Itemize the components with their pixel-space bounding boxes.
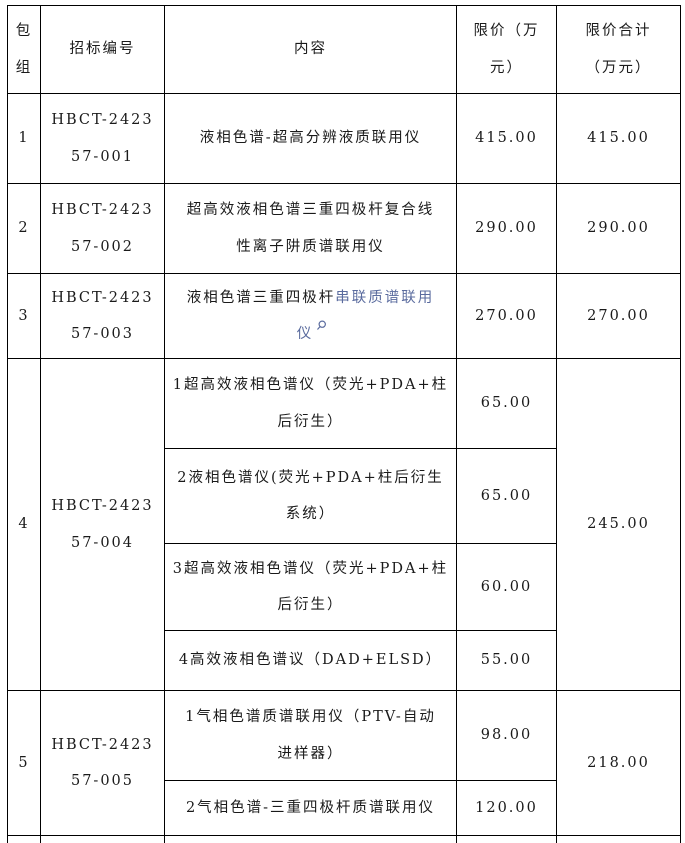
cell-content: 4高效液相色谱议（DAD+ELSD） <box>164 630 457 691</box>
cell-price-total: 245.00 <box>556 358 681 691</box>
header-price-total: 限价合计 （万元） <box>556 5 681 94</box>
cell-package-group: 1 <box>7 93 41 184</box>
cell-tender-number: HBCT-2423 57-003 <box>40 273 165 359</box>
cell-price-limit: 415.00 <box>456 93 557 184</box>
cell-content: 1气相色谱质谱联用仪（PTV-自动 进样器） <box>164 690 457 781</box>
table-row: 4高效液相色谱议（DAD+ELSD） 55.00 <box>8 630 681 691</box>
cell-price-total <box>556 835 681 843</box>
header-content: 内容 <box>164 5 457 94</box>
cell-content: 2液相色谱仪(荧光+PDA+柱后衍生 系统） <box>164 448 457 544</box>
table-row: 2 HBCT-2423 57-002 超高效液相色谱三重四极杆复合线 性离子阱质… <box>7 183 681 274</box>
cell-tender-number: HBCT-2423 57-002 <box>40 183 165 274</box>
header-package-group: 包 组 <box>7 5 41 94</box>
cell-price-limit: 60.00 <box>456 543 557 631</box>
cell-content <box>164 835 457 843</box>
cell-price-total: 270.00 <box>556 273 681 359</box>
cell-price-total: 415.00 <box>556 93 681 184</box>
cell-tender-number: HBCT-2423 57-004 <box>40 358 165 691</box>
cell-price-limit <box>456 835 557 843</box>
table-header-row: 包 组 招标编号 内容 限价（万 元） 限价合计 （万元） <box>7 5 681 94</box>
table-row: 3超高效液相色谱仪（荧光+PDA+柱 后衍生） 60.00 <box>8 543 681 631</box>
cell-price-total: 218.00 <box>556 690 681 836</box>
cell-tender-number <box>40 835 165 843</box>
cell-package-group: 3 <box>7 273 41 359</box>
cell-price-total: 290.00 <box>556 183 681 274</box>
content-text: 液相色谱三重四极杆 <box>186 289 336 306</box>
table-row: 2液相色谱仪(荧光+PDA+柱后衍生 系统） 65.00 <box>8 448 681 544</box>
cell-price-limit: 290.00 <box>456 183 557 274</box>
cell-package-group: 5 <box>7 690 41 836</box>
table-row: 2气相色谱-三重四极杆质谱联用仪 120.00 <box>8 780 681 836</box>
table-row: 5 HBCT-2423 57-005 1气相色谱质谱联用仪（PTV-自动 进样器… <box>7 690 681 836</box>
cell-price-limit: 98.00 <box>456 690 557 781</box>
table-row: 3 HBCT-2423 57-003 液相色谱三重四极杆串联质谱联用 仪 270… <box>7 273 681 359</box>
table-row: 1 HBCT-2423 57-001 液相色谱-超高分辨液质联用仪 415.00… <box>7 93 681 184</box>
tender-table: 包 组 招标编号 内容 限价（万 元） 限价合计 （万元） 1 HBCT-242… <box>7 5 681 843</box>
cell-content: 1超高效液相色谱仪（荧光+PDA+柱 后衍生） <box>164 358 457 449</box>
cell-content: 2气相色谱-三重四极杆质谱联用仪 <box>164 780 457 836</box>
table-row: 4 HBCT-2423 57-004 1超高效液相色谱仪（荧光+PDA+柱 后衍… <box>7 358 681 691</box>
cell-content: 液相色谱-超高分辨液质联用仪 <box>164 93 457 184</box>
cell-price-limit: 65.00 <box>456 448 557 544</box>
search-icon[interactable] <box>316 320 327 331</box>
content-link[interactable]: 串联质谱联用 仪 <box>296 289 435 342</box>
header-tender-number: 招标编号 <box>40 5 165 94</box>
cell-price-limit: 55.00 <box>456 630 557 691</box>
cell-price-limit: 270.00 <box>456 273 557 359</box>
cell-tender-number: HBCT-2423 57-005 <box>40 690 165 836</box>
cell-price-limit: 65.00 <box>456 358 557 449</box>
header-price-limit: 限价（万 元） <box>456 5 557 94</box>
cell-price-limit: 120.00 <box>456 780 557 836</box>
cell-package-group: 2 <box>7 183 41 274</box>
cell-package-group: 4 <box>7 358 41 691</box>
cell-content: 超高效液相色谱三重四极杆复合线 性离子阱质谱联用仪 <box>164 183 457 274</box>
cell-tender-number: HBCT-2423 57-001 <box>40 93 165 184</box>
cell-content: 3超高效液相色谱仪（荧光+PDA+柱 后衍生） <box>164 543 457 631</box>
cell-package-group <box>7 835 41 843</box>
cell-content: 液相色谱三重四极杆串联质谱联用 仪 <box>164 273 457 359</box>
table-row-partial <box>7 835 681 843</box>
